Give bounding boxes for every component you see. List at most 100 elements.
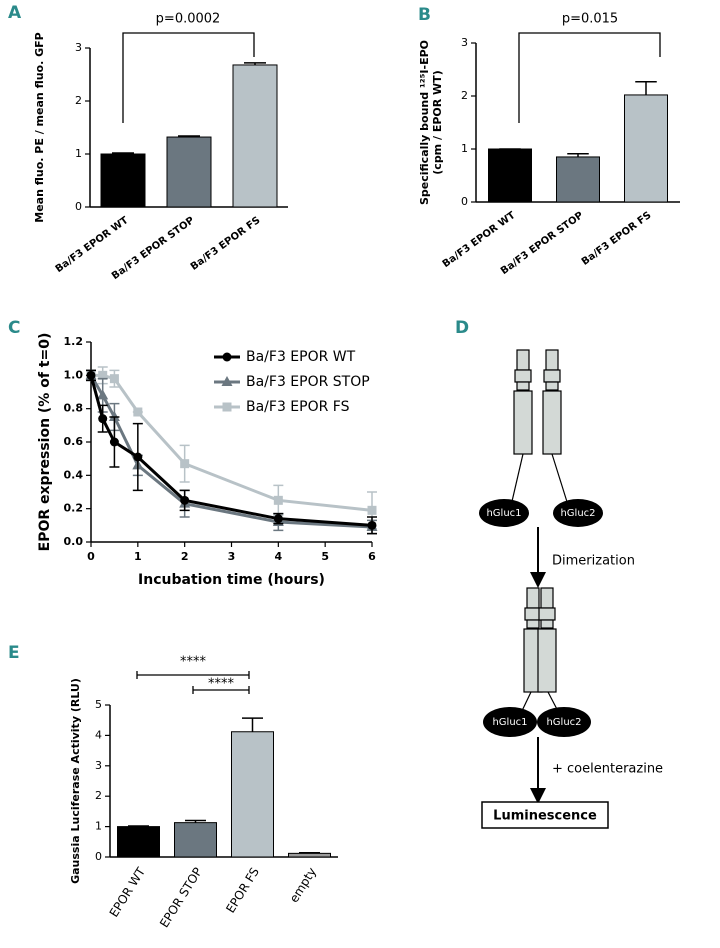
legend-label: Ba/F3 EPOR STOP — [246, 374, 370, 390]
legend-label: Ba/F3 EPOR FS — [246, 399, 350, 415]
y-axis-label: Specifically bound ¹²⁵I-EPO — [418, 40, 431, 205]
panel-letter: C — [8, 318, 20, 338]
y-tick-label: 1 — [75, 147, 82, 160]
y-tick-label: 0.0 — [64, 535, 84, 548]
node-label: hGluc1 — [486, 508, 521, 519]
error-bar — [112, 152, 134, 154]
y-tick-label: 4 — [95, 728, 102, 741]
result-box — [481, 801, 609, 829]
annotation: **** — [180, 655, 207, 670]
y-tick-label: 2 — [461, 89, 468, 102]
y-tick-label: 3 — [75, 41, 82, 54]
node-label: hGluc2 — [546, 717, 581, 728]
x-tick-label: EPOR FS — [223, 865, 262, 915]
panel-letter: D — [455, 318, 469, 338]
panel-letter: B — [418, 5, 431, 25]
point — [98, 414, 108, 424]
point — [109, 437, 119, 447]
bar — [232, 64, 278, 208]
point — [98, 370, 108, 380]
x-tick-label: 0 — [87, 550, 95, 563]
point — [222, 402, 232, 412]
step-label: Dimerization — [552, 554, 635, 569]
panel-letter: A — [8, 3, 22, 23]
y-tick-label: 0.6 — [64, 435, 84, 448]
x-tick-label: 3 — [228, 550, 236, 563]
point — [133, 452, 143, 462]
y-tick-label: 1 — [461, 142, 468, 155]
x-tick-label: Ba/F3 EPOR FS — [189, 215, 263, 273]
x-tick-label: 2 — [181, 550, 189, 563]
x-tick-label: empty — [287, 865, 319, 905]
node-label: hGluc1 — [492, 717, 527, 728]
point — [273, 514, 283, 524]
point — [109, 374, 119, 384]
x-tick-label: Ba/F3 EPOR FS — [580, 210, 654, 268]
y-tick-label: 1.0 — [64, 368, 84, 381]
y-tick-label: 0.2 — [64, 502, 84, 515]
significance-bracket — [518, 32, 661, 123]
significance-bracket — [136, 671, 250, 679]
receptors — [509, 349, 569, 716]
result-label: Luminescence — [493, 809, 597, 824]
x-tick-label: EPOR STOP — [157, 865, 205, 930]
y-tick-label: 1 — [95, 820, 102, 833]
y-tick-label: 2 — [75, 94, 82, 107]
error-bar — [185, 819, 206, 823]
bar — [624, 94, 668, 203]
point — [222, 352, 232, 362]
step-label: + coelenterazine — [552, 762, 663, 777]
bar — [166, 136, 212, 208]
y-tick-label: 0.4 — [64, 468, 84, 481]
bar — [488, 148, 532, 203]
y-axis-label: Mean fluo. PE / mean fluo. GFP — [33, 32, 46, 222]
y-tick-label: 0 — [95, 850, 102, 863]
point — [367, 520, 377, 530]
y-tick-label: 0.8 — [64, 402, 84, 415]
x-tick-label: 6 — [368, 550, 376, 563]
panel-letter: E — [8, 643, 20, 663]
x-tick-label: 5 — [321, 550, 329, 563]
point — [108, 411, 120, 421]
enzyme — [483, 707, 537, 737]
x-tick-label: Ba/F3 EPOR WT — [441, 210, 518, 270]
x-axis-label: Incubation time (hours) — [138, 572, 325, 588]
diagram: D hGluc1 hGluc2 Dimerization hGluc1 hGlu… — [455, 318, 663, 829]
bar — [117, 826, 160, 858]
enzyme — [537, 707, 591, 737]
y-axis-label: EPOR expression (% of t=0) — [37, 333, 53, 552]
bar — [174, 822, 217, 858]
x-tick-label: 4 — [275, 550, 283, 563]
annotation: **** — [208, 677, 235, 692]
bar — [288, 852, 331, 858]
y-tick-label: 0 — [75, 200, 82, 213]
legend-label: Ba/F3 EPOR WT — [246, 349, 356, 365]
error-bar — [244, 62, 266, 65]
significance-bracket — [192, 686, 250, 694]
point — [97, 389, 109, 400]
point — [133, 407, 143, 417]
node-label: hGluc2 — [560, 508, 595, 519]
annotation: p=0.0002 — [156, 12, 221, 27]
point — [86, 370, 96, 380]
enzyme — [479, 499, 529, 527]
annotation: p=0.015 — [562, 12, 618, 27]
error-bar — [242, 717, 263, 732]
series-line — [89, 374, 373, 527]
point — [273, 495, 283, 505]
bar — [231, 731, 274, 858]
bar — [556, 156, 600, 203]
significance-bracket — [122, 32, 255, 123]
y-tick-label: 1.2 — [64, 335, 84, 348]
enzyme — [553, 499, 603, 527]
y-tick-label: 2 — [95, 789, 102, 802]
y-tick-label: 5 — [95, 698, 102, 711]
point — [367, 505, 377, 515]
y-axis-label: (cpm / EPOR WT) — [431, 70, 444, 174]
error-bar — [635, 80, 657, 95]
error-bar — [128, 825, 149, 827]
x-tick-label: 1 — [134, 550, 142, 563]
y-tick-label: 0 — [461, 195, 468, 208]
error-bar — [299, 851, 320, 854]
